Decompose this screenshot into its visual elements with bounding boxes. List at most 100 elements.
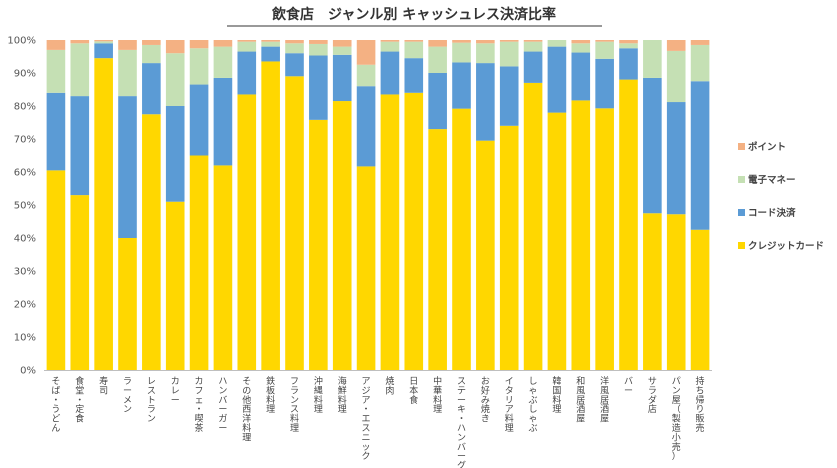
- chart-title: 飲食店 ジャンル別 キャッシュレス決済比率: [271, 6, 556, 23]
- y-tick-label: 60%: [14, 168, 36, 179]
- bar-segment: [356, 40, 376, 65]
- legend-label: ポイント: [748, 141, 786, 153]
- bar-segment: [142, 44, 161, 64]
- bar-segment: [309, 119, 328, 370]
- bar-segment: [643, 40, 662, 78]
- bar-segment: [595, 40, 614, 42]
- legend-item: コード決済: [738, 207, 796, 219]
- bar-segment: [380, 40, 400, 42]
- bar-segment: [428, 129, 447, 370]
- bar-segment: [142, 40, 161, 45]
- bar-segment: [452, 108, 471, 370]
- bar-segment: [690, 40, 710, 45]
- x-tick-label: フランス料理: [290, 377, 299, 434]
- bar-segment: [690, 229, 710, 370]
- bar-stack: [690, 40, 710, 370]
- bar-segment: [237, 94, 257, 370]
- bar-stack: [523, 40, 543, 371]
- bar-stack: [452, 40, 471, 370]
- x-tick-label: 海鮮料理: [338, 375, 347, 415]
- legend-item: 電子マネー: [738, 174, 796, 186]
- bar-segment: [547, 46, 567, 113]
- bar-segment: [261, 40, 280, 42]
- x-tick-label: 食堂・定食: [75, 375, 84, 425]
- bar-segment: [619, 40, 638, 44]
- y-tick-label: 30%: [14, 267, 36, 278]
- bar-segment: [118, 238, 137, 370]
- bar-segment: [285, 43, 304, 54]
- x-tick-label: レストラン: [147, 377, 156, 425]
- bar-segment: [380, 41, 400, 52]
- bar-segment: [499, 125, 519, 370]
- bar-stack: [213, 40, 233, 370]
- y-axis: 0% 10% 20% 30% 40% 50% 60% 70% 80% 90% 100%: [7, 36, 36, 377]
- x-tick-label: そば・うどん: [51, 376, 60, 434]
- bar-segment: [356, 86, 376, 167]
- bar-segment: [690, 81, 710, 230]
- y-tick-label: 50%: [14, 201, 36, 212]
- bar-segment: [165, 40, 185, 54]
- bar-segment: [213, 46, 233, 78]
- bar-stack: [499, 40, 519, 370]
- bar-segment: [356, 166, 376, 370]
- y-tick-label: 0%: [20, 366, 36, 377]
- x-tick-label: ハンバーガー: [218, 377, 227, 434]
- bar-stack: [237, 40, 257, 370]
- bar-segment: [332, 101, 352, 371]
- bar-stack: [595, 40, 614, 370]
- bar-stack: [666, 40, 686, 370]
- bar-segment: [285, 76, 304, 371]
- bar-segment: [332, 54, 352, 102]
- bar-segment: [499, 66, 519, 126]
- bar-stack: [547, 40, 567, 370]
- bar-segment: [404, 58, 424, 93]
- y-tick-label: 70%: [14, 135, 36, 146]
- bar-segment: [452, 62, 471, 109]
- bar-segment: [476, 40, 495, 44]
- bar-segment: [261, 41, 280, 47]
- bar-stack: [619, 40, 638, 370]
- bar-segment: [666, 50, 686, 103]
- bar-segment: [237, 40, 257, 42]
- bar-segment: [309, 55, 328, 120]
- bar-segment: [70, 43, 90, 97]
- bar-segment: [261, 61, 280, 370]
- legend-label: 電子マネー: [748, 174, 796, 186]
- bar-segment: [452, 40, 471, 43]
- bar-segment: [571, 52, 591, 101]
- bar-segment: [476, 63, 495, 141]
- bar-segment: [595, 41, 614, 59]
- bar-stack: [404, 40, 424, 371]
- x-tick-label: 焼肉: [385, 376, 394, 396]
- bar-segment: [165, 53, 185, 106]
- bar-segment: [309, 43, 328, 56]
- x-tick-label: 洋風居酒屋: [600, 375, 609, 425]
- bar-segment: [309, 40, 328, 44]
- y-tick-label: 40%: [14, 234, 36, 245]
- x-tick-label: バー: [624, 376, 633, 396]
- bar-segment: [619, 48, 638, 80]
- bar-stack: [165, 40, 185, 370]
- x-tick-label: しゃぶしゃぶ: [529, 376, 538, 434]
- bar-segment: [428, 46, 447, 73]
- bar-area: [46, 40, 710, 371]
- x-tick-label: ステーキ・ハンバーグ: [457, 377, 466, 468]
- bar-stack: [643, 40, 662, 370]
- x-tick-label: 寿司: [99, 375, 108, 396]
- bar-segment: [404, 40, 424, 42]
- legend-swatch: [738, 242, 745, 249]
- bar-segment: [476, 43, 495, 64]
- x-tick-label: 鉄板料理: [266, 375, 275, 415]
- x-tick-label: 沖縄料理: [314, 375, 323, 415]
- bar-segment: [571, 100, 591, 370]
- bar-segment: [213, 165, 233, 370]
- x-tick-label: 和風居酒屋: [576, 376, 585, 425]
- bar-segment: [70, 195, 90, 370]
- bar-stack: [571, 40, 591, 370]
- legend-swatch: [738, 143, 745, 150]
- bar-segment: [46, 40, 66, 50]
- bar-segment: [595, 108, 614, 370]
- x-axis: そば・うどん 食堂・定食 寿司 ラーメン レストラン カレー カフェ・喫茶 ハンバーガー その他…: [44, 370, 712, 468]
